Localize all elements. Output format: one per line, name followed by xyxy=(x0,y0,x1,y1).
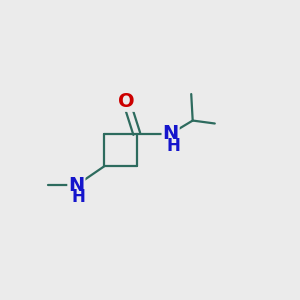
Text: H: H xyxy=(167,136,181,154)
Text: O: O xyxy=(118,92,135,111)
Text: N: N xyxy=(163,124,179,143)
Text: N: N xyxy=(68,176,85,195)
Text: H: H xyxy=(72,188,86,206)
